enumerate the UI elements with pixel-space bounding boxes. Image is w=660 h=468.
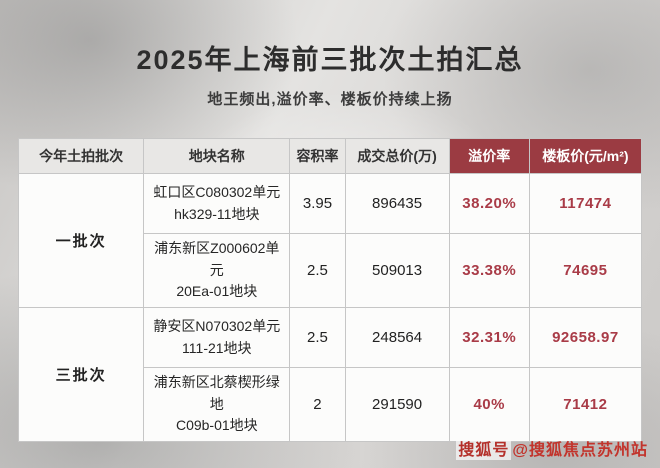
premium-rate-cell: 32.31% xyxy=(448,307,530,369)
far-cell: 2.5 xyxy=(289,307,346,369)
plot-name-cell: 浦东新区北蔡楔形绿地 C09b-01地块 xyxy=(143,367,291,443)
watermark-prefix: 搜狐号 xyxy=(456,441,512,460)
col-header-far: 容积率 xyxy=(289,138,346,174)
plot-name-line: C09b-01地块 xyxy=(175,417,258,434)
premium-rate-cell: 38.20% xyxy=(448,173,530,234)
far-cell: 2.5 xyxy=(289,232,346,309)
table-row: 三批次 静安区N070302单元 111-21地块 2.5 248564 32.… xyxy=(17,307,643,443)
plot-name-line: hk329-11地块 xyxy=(174,205,260,222)
col-header-batch: 今年土拍批次 xyxy=(17,138,145,174)
table-row: 一批次 虹口区C080302单元 hk329-11地块 3.95 896435 … xyxy=(17,172,643,309)
plot-name-line: 111-21地块 xyxy=(182,339,252,356)
far-cell: 2 xyxy=(289,367,346,443)
plot-name-cell: 虹口区C080302单元 hk329-11地块 xyxy=(143,173,291,234)
floor-price-cell: 117474 xyxy=(528,173,643,234)
page-subtitle: 地王频出,溢价率、楼板价持续上扬 xyxy=(207,91,453,108)
premium-rate-cell: 40% xyxy=(448,367,530,443)
total-price-cell: 509013 xyxy=(344,232,450,309)
plot-name-line: 浦东新区北蔡楔形绿地 xyxy=(153,374,280,412)
premium-rate-cell: 33.38% xyxy=(448,232,530,309)
plot-name-cell: 浦东新区Z000602单元 20Ea-01地块 xyxy=(143,232,291,309)
floor-price-cell: 71412 xyxy=(528,367,643,443)
total-price-cell: 896435 xyxy=(344,173,450,234)
plot-name-cell: 静安区N070302单元 111-21地块 xyxy=(143,307,291,369)
table-header-row: 今年土拍批次 地块名称 容积率 成交总价(万) 溢价率 楼板价(元/m²) xyxy=(17,138,643,174)
plot-name-line: 浦东新区Z000602单元 xyxy=(154,240,280,278)
batch-cell-3: 三批次 xyxy=(17,307,145,443)
total-price-cell: 291590 xyxy=(344,367,450,443)
col-header-premium-rate: 溢价率 xyxy=(448,138,530,174)
watermark-suffix: @搜狐焦点苏州站 xyxy=(512,442,648,459)
floor-price-cell: 74695 xyxy=(528,232,643,309)
table-row: 浦东新区北蔡楔形绿地 C09b-01地块 2 291590 40% 71412 xyxy=(19,367,643,443)
col-header-floor-price: 楼板价(元/m²) xyxy=(528,138,643,174)
col-header-plot-name: 地块名称 xyxy=(143,138,291,174)
land-auction-table-wrapper: 今年土拍批次 地块名称 容积率 成交总价(万) 溢价率 楼板价(元/m²) 一批… xyxy=(17,138,643,443)
batch-cell-1: 一批次 xyxy=(17,172,145,309)
far-cell: 3.95 xyxy=(289,173,346,234)
plot-name-line: 静安区N070302单元 xyxy=(153,317,281,334)
col-header-total-price: 成交总价(万) xyxy=(344,138,450,174)
total-price-cell: 248564 xyxy=(344,307,450,369)
plot-name-line: 20Ea-01地块 xyxy=(176,283,258,300)
watermark: 搜狐号 @搜狐焦点苏州站 xyxy=(456,436,648,460)
plot-name-line: 虹口区C080302单元 xyxy=(153,183,281,200)
land-auction-table: 今年土拍批次 地块名称 容积率 成交总价(万) 溢价率 楼板价(元/m²) 一批… xyxy=(17,138,643,443)
floor-price-cell: 92658.97 xyxy=(528,307,643,369)
page-title: 2025年上海前三批次土拍汇总 xyxy=(136,45,524,75)
table-row: 浦东新区Z000602单元 20Ea-01地块 2.5 509013 33.38… xyxy=(19,232,643,309)
